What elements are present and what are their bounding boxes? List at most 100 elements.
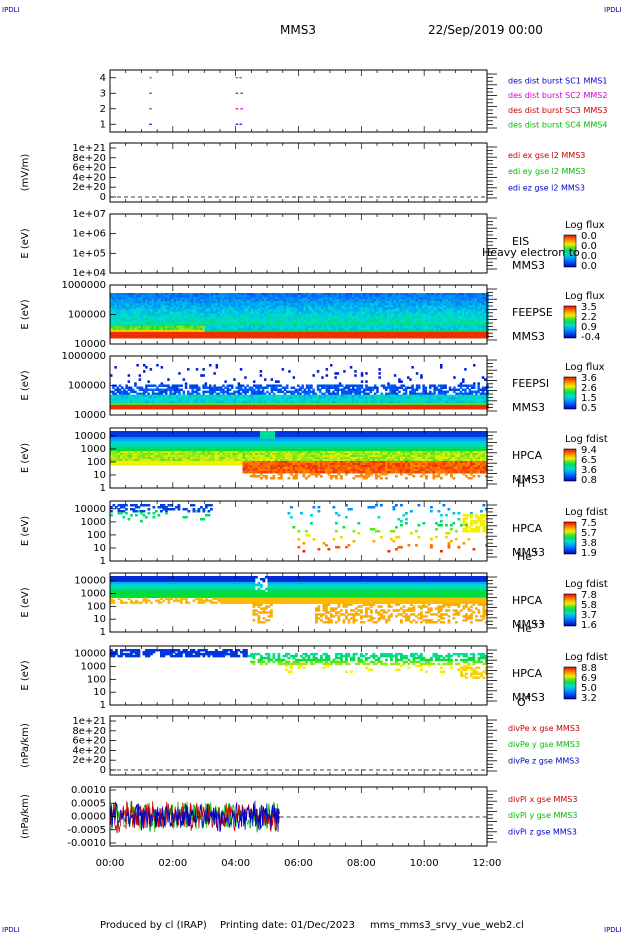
panel-feepse-cell: [325, 317, 329, 321]
panel-feepse-cell: [204, 307, 208, 310]
panel-feepse-cell: [336, 331, 340, 335]
panel-feepse-cell: [319, 323, 322, 327]
panel-feepse-cell: [272, 299, 276, 302]
panel-feepse-cell: [290, 321, 293, 325]
panel-feepse-cell: [233, 327, 236, 331]
panel-feepse-cell: [338, 299, 342, 302]
panel-feepsi-cell: [151, 394, 155, 398]
panel-feepsi-cell: [140, 400, 144, 404]
panel-feepse-cell: [143, 315, 146, 319]
panel-feepse-ytick-label: 100000: [68, 310, 106, 321]
panel-feepse-cell: [393, 305, 397, 308]
panel-feepse-cell: [217, 327, 221, 331]
panel-feepse-cell: [202, 317, 205, 321]
panel-feepse-cell: [479, 323, 483, 327]
panel-feepse-cell: [422, 317, 425, 321]
panel-feepsi-cell: [123, 404, 126, 408]
panel-feepse-cell: [143, 295, 146, 298]
panel-feepse-cell: [477, 303, 480, 306]
panel-feepse-cell: [138, 303, 142, 306]
panel-feepse-cell: [154, 297, 157, 300]
panel-feepse-cell: [204, 315, 208, 319]
panel-feepse-cell: [336, 305, 340, 308]
panel-feepsi-cell: [209, 402, 212, 406]
panel-feepse-cell: [228, 305, 232, 308]
panel-feepsi-cell: [160, 404, 164, 408]
panel-feepse-cell: [341, 335, 344, 339]
panel-feepse-cell: [437, 307, 441, 310]
panel-feepse-cell: [202, 327, 205, 331]
panel-feepse-cell: [200, 321, 203, 325]
panel-feepse-cell: [475, 317, 478, 321]
panel-feepse-cell: [360, 325, 364, 329]
panel-feepse-cell: [444, 303, 447, 306]
panel-feepse-cell: [283, 315, 287, 319]
panel-feepse-cell: [363, 293, 366, 296]
panel-feepsi-cell: [257, 406, 260, 410]
panel-feepse-cell: [250, 305, 254, 308]
panel-feepse-cell: [305, 313, 309, 316]
panel-feepse-cell: [352, 297, 355, 300]
panel-feepse-cell: [352, 335, 355, 339]
panel-feepse-cell: [209, 335, 212, 339]
panel-feepse-cell: [261, 327, 265, 331]
panel-feepsi-cell: [129, 386, 133, 390]
panel-feepse-cell: [193, 333, 197, 337]
panel-feepse-cell: [312, 323, 315, 327]
panel-feepse-cell: [374, 319, 377, 323]
panel-feepse-cell: [453, 297, 456, 300]
panel-feepse-cell: [393, 319, 397, 323]
panel-feepse-cell: [147, 295, 150, 298]
panel-feepse-cell: [415, 329, 419, 333]
panel-feepse-cell: [316, 325, 320, 329]
panel-feepse-cell: [277, 325, 280, 329]
panel-feepse-cell: [453, 321, 456, 325]
panel-feepse-cell: [147, 327, 150, 331]
panel-feepsi-cell: [215, 406, 219, 410]
panel-feepse-cell: [110, 315, 113, 319]
panel-feepse-cell: [363, 309, 366, 312]
panel-feepse-cell: [426, 333, 430, 337]
panel-feepse-cell: [259, 333, 263, 337]
panel-feepse-cell: [429, 305, 432, 308]
panel-feepse-cell: [167, 299, 170, 302]
panel-feepse-cell: [409, 299, 412, 302]
panel-feepse-cell: [437, 329, 441, 333]
panel-feepse-cell: [125, 307, 128, 310]
panel-feepse-cell: [411, 301, 414, 304]
panel-feepse-cell: [154, 293, 157, 296]
panel-feepse-cell: [305, 331, 309, 335]
panel-feepse-cell: [143, 305, 146, 308]
panel-feepse-cell: [191, 319, 194, 323]
panel-feepsi-cell: [237, 406, 241, 410]
panel-feepse-cell: [123, 335, 126, 339]
panel-feepsi-cell: [253, 394, 256, 398]
panel-feepse-cell: [116, 299, 120, 302]
panel-feepse-cell: [222, 299, 225, 302]
panel-feepse-cell: [266, 293, 269, 296]
panel-feepse-cell: [154, 309, 157, 312]
panel-feepse-cell: [303, 315, 307, 319]
panel-feepse-cell: [437, 321, 441, 325]
panel-feepsi-cell: [211, 398, 214, 402]
panel-feepse-cell: [248, 313, 252, 316]
panel-feepse-cell: [116, 309, 120, 312]
panel-feepse-cell: [220, 299, 223, 302]
panel-feepse-cell: [437, 305, 441, 308]
panel-feepse-cell: [248, 299, 252, 302]
panel-feepsi-cell: [270, 386, 274, 390]
panel-feepse-cell: [220, 333, 223, 337]
panel-feepse-cell: [459, 309, 463, 312]
panel-feepse-cell: [264, 319, 267, 323]
panel-feepse-cell: [356, 297, 359, 300]
panel-feepsi-cell: [266, 404, 269, 408]
panel-feepse-cell: [481, 327, 485, 331]
panel-feepse-cell: [132, 315, 135, 319]
panel-feepse-cell: [473, 325, 476, 329]
panel-feepse-cell: [242, 297, 245, 300]
panel-feepse-cell: [305, 315, 309, 319]
panel-feepse-cell: [327, 325, 331, 329]
panel-feepse-cell: [233, 293, 236, 296]
panel-feepse-instrument-label: FEEPSE: [512, 306, 553, 319]
panel-feepsi-cell: [123, 394, 126, 398]
